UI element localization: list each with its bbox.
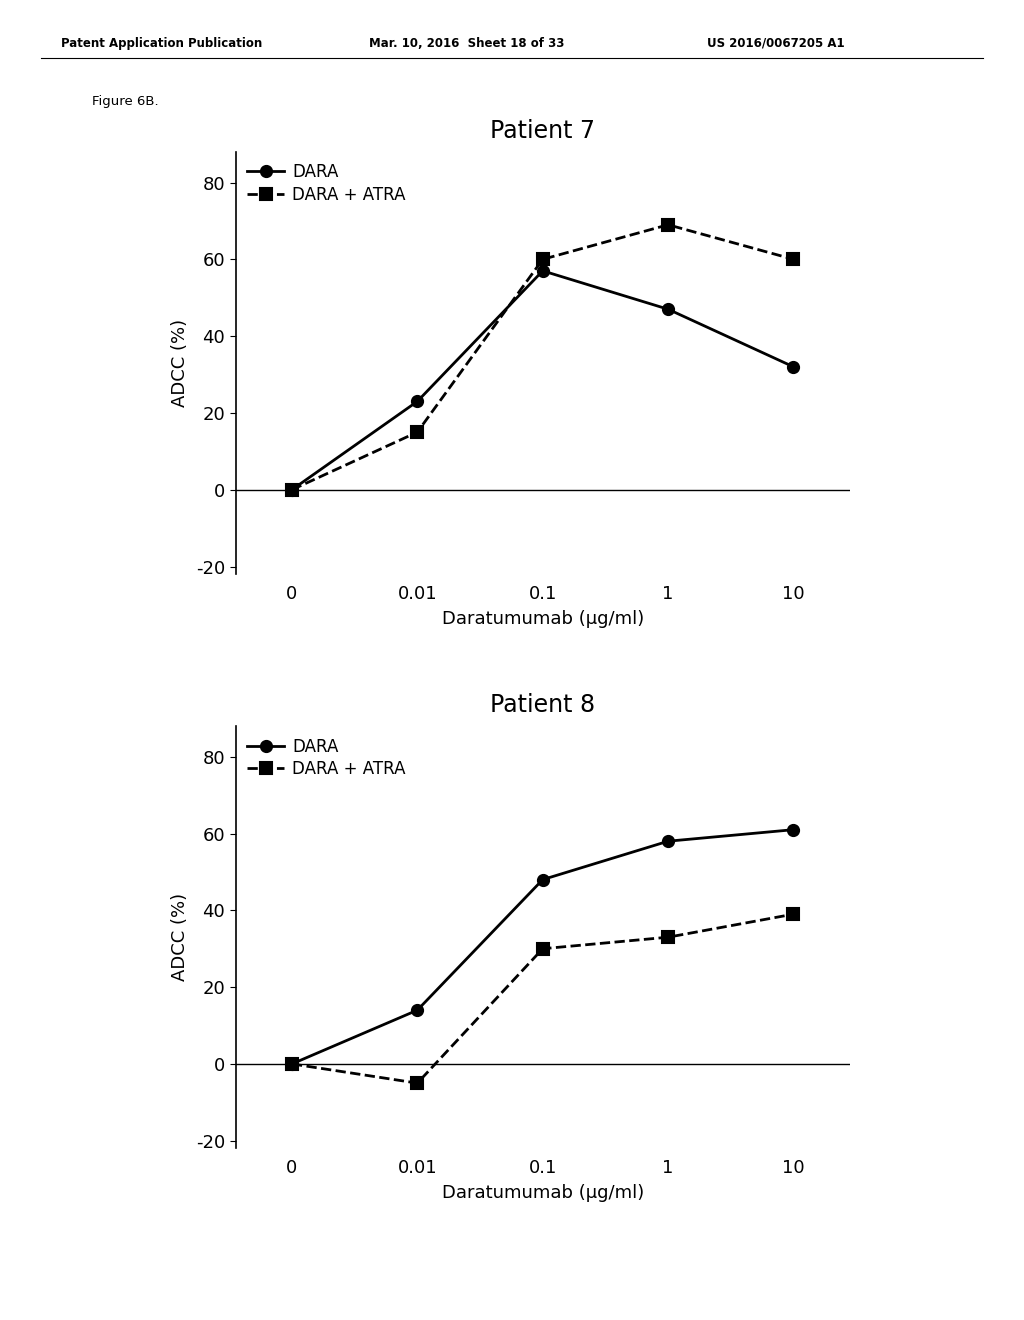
DARA + ATRA <box>286 482 298 498</box>
DARA <box>662 301 674 317</box>
X-axis label: Daratumumab (μg/ml): Daratumumab (μg/ml) <box>441 610 644 627</box>
Text: Patent Application Publication: Patent Application Publication <box>61 37 263 50</box>
Text: Figure 6B.: Figure 6B. <box>92 95 159 108</box>
Line: DARA: DARA <box>287 265 799 495</box>
Line: DARA + ATRA: DARA + ATRA <box>287 908 799 1089</box>
Y-axis label: ADCC (%): ADCC (%) <box>171 319 188 407</box>
DARA + ATRA <box>537 941 549 957</box>
Text: US 2016/0067205 A1: US 2016/0067205 A1 <box>707 37 844 50</box>
Legend: DARA, DARA + ATRA: DARA, DARA + ATRA <box>244 734 409 781</box>
DARA + ATRA <box>662 929 674 945</box>
Text: Mar. 10, 2016  Sheet 18 of 33: Mar. 10, 2016 Sheet 18 of 33 <box>369 37 564 50</box>
DARA + ATRA <box>787 907 800 923</box>
DARA + ATRA <box>662 216 674 232</box>
DARA <box>787 359 800 375</box>
Y-axis label: ADCC (%): ADCC (%) <box>171 894 188 981</box>
Legend: DARA, DARA + ATRA: DARA, DARA + ATRA <box>244 160 409 207</box>
Line: DARA: DARA <box>287 824 799 1069</box>
DARA <box>286 482 298 498</box>
Title: Patient 8: Patient 8 <box>490 693 595 717</box>
DARA + ATRA <box>412 1076 424 1092</box>
DARA <box>412 1002 424 1018</box>
DARA <box>662 833 674 849</box>
DARA + ATRA <box>412 424 424 440</box>
DARA + ATRA <box>787 251 800 267</box>
DARA <box>537 871 549 887</box>
Title: Patient 7: Patient 7 <box>490 119 595 143</box>
DARA <box>286 1056 298 1072</box>
DARA <box>537 263 549 279</box>
Line: DARA + ATRA: DARA + ATRA <box>287 219 799 495</box>
DARA + ATRA <box>286 1056 298 1072</box>
X-axis label: Daratumumab (μg/ml): Daratumumab (μg/ml) <box>441 1184 644 1201</box>
DARA + ATRA <box>537 251 549 267</box>
DARA <box>412 393 424 409</box>
DARA <box>787 822 800 838</box>
